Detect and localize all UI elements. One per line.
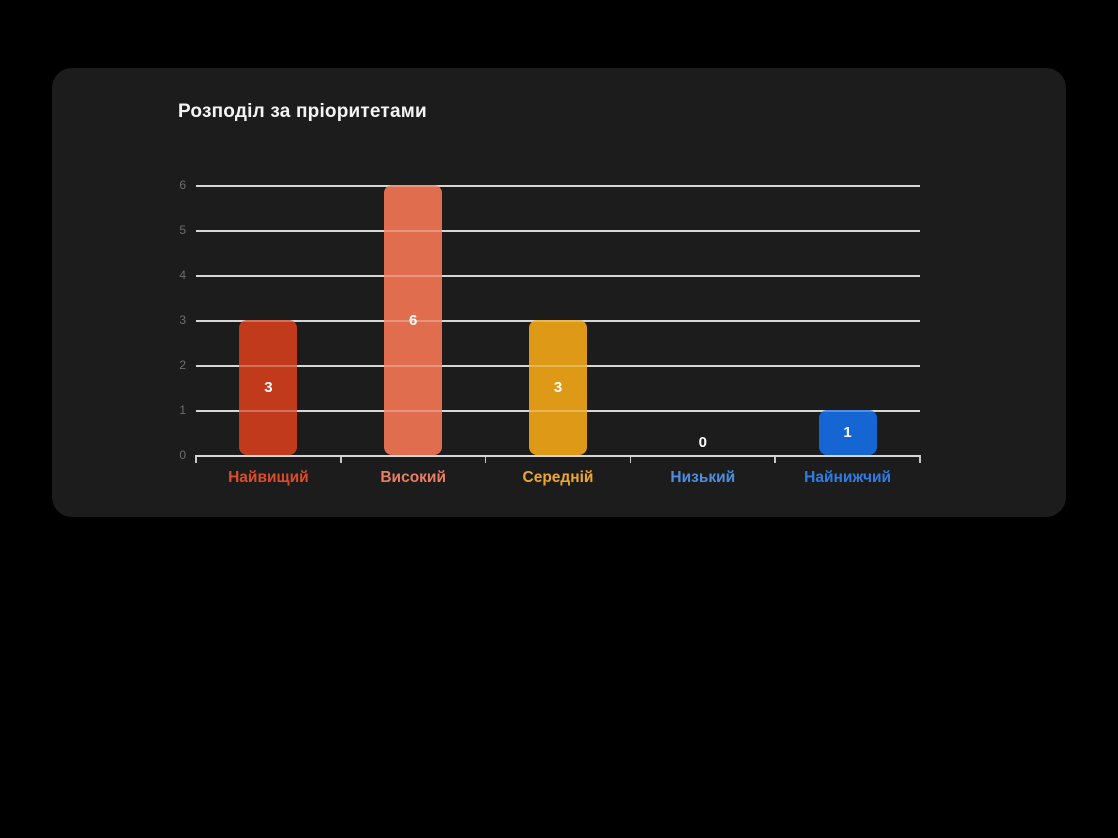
plot-area: 0 1 2 3 4 5 6 3 6 3 0 1 bbox=[179, 178, 921, 463]
bar-value-label: 0 bbox=[698, 434, 707, 451]
y-tick-label-0: 0 bbox=[179, 448, 186, 462]
x-axis-labels: Найвищий Високий Середній Низький Найнижчий bbox=[196, 469, 920, 489]
category-label-1: Високий bbox=[380, 469, 447, 486]
bars-layer: 3 6 3 0 1 bbox=[196, 185, 920, 455]
x-axis-tick-3 bbox=[629, 455, 632, 463]
priority-distribution-card: Розподіл за пріоритетами 0 1 2 3 4 5 6 3 6 3 0 1 На… bbox=[52, 68, 1066, 517]
x-axis-tick-4 bbox=[774, 455, 776, 463]
x-axis-tick-2 bbox=[484, 455, 487, 463]
bar-value-label: 3 bbox=[264, 379, 273, 396]
bar-category-2[interactable]: 3 bbox=[529, 320, 587, 455]
y-tick-label-5: 5 bbox=[179, 223, 186, 237]
bar-value-label: 6 bbox=[409, 311, 418, 329]
chart-title: Розподіл за пріоритетами bbox=[178, 101, 427, 122]
y-tick-label-3: 3 bbox=[179, 313, 186, 327]
x-axis-tick-1 bbox=[340, 455, 342, 463]
category-label-3: Низький bbox=[670, 469, 736, 486]
y-tick-label-4: 4 bbox=[179, 268, 186, 282]
bar-category-1[interactable]: 6 bbox=[384, 185, 443, 455]
y-tick-label-2: 2 bbox=[179, 358, 186, 372]
category-label-0: Найвищий bbox=[228, 469, 309, 486]
x-axis-tick-0 bbox=[195, 455, 197, 463]
category-label-4: Найнижчий bbox=[804, 469, 892, 486]
category-label-2: Середній bbox=[522, 469, 594, 486]
bar-value-label: 1 bbox=[843, 424, 852, 441]
y-tick-label-1: 1 bbox=[179, 403, 186, 417]
bar-category-4[interactable]: 1 bbox=[818, 410, 877, 455]
bar-category-0[interactable]: 3 bbox=[239, 320, 298, 455]
grid-line-0 bbox=[196, 455, 920, 457]
bar-value-label: 3 bbox=[553, 379, 563, 396]
x-axis-tick-5 bbox=[919, 455, 921, 463]
grid-line-overlay-0 bbox=[196, 455, 920, 457]
y-tick-label-6: 6 bbox=[179, 178, 186, 192]
